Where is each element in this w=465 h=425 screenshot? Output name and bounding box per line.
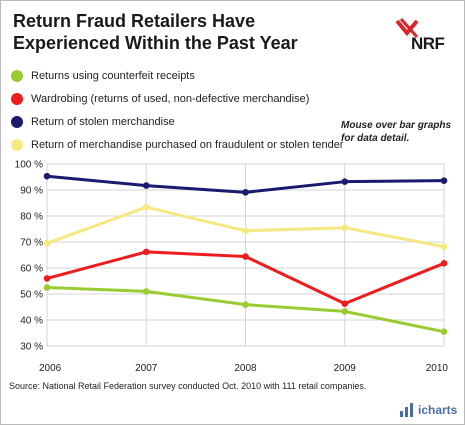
data-point <box>440 328 448 336</box>
y-tick-label: 60 % <box>20 264 43 275</box>
data-point <box>242 189 249 196</box>
data-point <box>142 203 150 211</box>
legend-item-wardrobing[interactable]: Wardrobing (returns of used, non-defecti… <box>11 87 351 110</box>
x-tick-label: 2006 <box>39 363 62 374</box>
legend-label: Wardrobing (returns of used, non-defecti… <box>31 92 310 105</box>
x-tick-label: 2007 <box>135 363 158 374</box>
data-point <box>341 300 349 307</box>
data-point <box>43 240 51 247</box>
data-point <box>43 172 51 180</box>
legend-item-counterfeit[interactable]: Returns using counterfeit receipts <box>11 64 351 87</box>
data-point <box>242 301 249 308</box>
y-tick-label: 50 % <box>20 290 43 301</box>
data-point <box>440 243 448 250</box>
legend-item-stolen[interactable]: Return of stolen merchandise <box>11 110 351 133</box>
data-point <box>341 178 349 185</box>
data-point <box>43 284 51 291</box>
data-point <box>43 275 51 282</box>
y-tick-label: 80 % <box>20 212 43 223</box>
y-tick-label: 30 % <box>20 342 43 353</box>
legend-label: Return of stolen merchandise <box>31 115 175 128</box>
legend-label: Return of merchandise purchased on fraud… <box>31 138 344 151</box>
legend-swatch <box>11 138 23 151</box>
data-point <box>142 182 150 189</box>
data-point <box>341 308 349 315</box>
data-point <box>242 227 249 235</box>
data-point <box>341 224 349 231</box>
y-tick-label: 90 % <box>20 186 43 197</box>
legend-label: Returns using counterfeit receipts <box>31 69 195 82</box>
legend-swatch <box>11 115 23 128</box>
y-tick-label: 100 % <box>15 160 43 171</box>
data-point <box>440 260 448 267</box>
x-tick-label: 2010 <box>426 363 449 374</box>
nrf-logo-icon <box>395 18 419 38</box>
hover-note: Mouse over bar graphs for data detail. <box>341 120 452 144</box>
legend: Returns using counterfeit receipts Wardr… <box>11 64 351 156</box>
legend-swatch <box>11 69 23 82</box>
data-point <box>242 253 249 260</box>
data-point <box>440 177 448 184</box>
icharts-label: icharts <box>418 403 458 417</box>
legend-swatch <box>11 92 23 105</box>
x-tick-label: 2008 <box>234 363 257 374</box>
data-point <box>142 288 150 295</box>
icharts-brand[interactable]: icharts <box>399 401 457 419</box>
chart-title: Return Fraud Retailers Have Experienced … <box>13 11 298 53</box>
y-tick-label: 40 % <box>20 316 43 327</box>
legend-item-fraudulent-tender[interactable]: Return of merchandise purchased on fraud… <box>11 133 351 156</box>
y-tick-label: 70 % <box>20 238 43 249</box>
icharts-icon <box>400 403 413 417</box>
data-point <box>142 248 150 256</box>
nrf-logo-text: NRF <box>411 34 445 53</box>
source-note: Source: National Retail Federation surve… <box>9 381 367 391</box>
x-tick-label: 2009 <box>334 363 357 374</box>
